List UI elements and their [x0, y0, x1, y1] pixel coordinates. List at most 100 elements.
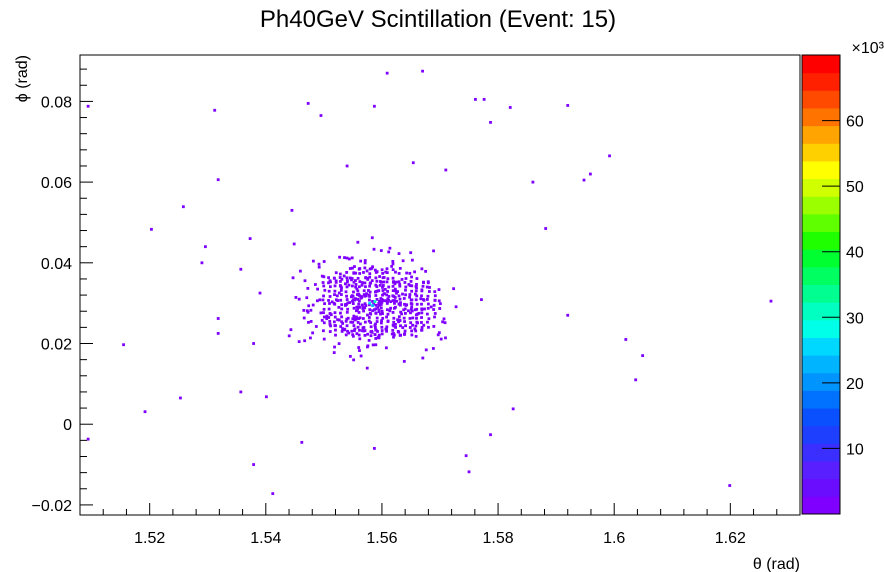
y-tick-label: 0 — [63, 417, 72, 434]
data-point — [346, 316, 350, 320]
data-point — [409, 321, 413, 325]
data-point — [374, 283, 378, 287]
data-point — [341, 322, 345, 325]
data-point — [407, 309, 410, 313]
data-point — [325, 317, 329, 321]
data-point — [351, 320, 355, 324]
data-point — [394, 326, 397, 329]
data-point — [361, 326, 365, 330]
data-point — [385, 308, 389, 312]
data-point — [383, 287, 387, 291]
data-point — [361, 317, 365, 320]
data-point — [426, 294, 430, 298]
data-point — [432, 308, 436, 311]
data-point — [403, 329, 407, 333]
data-point — [374, 343, 378, 347]
data-point — [375, 320, 379, 323]
data-point — [345, 256, 349, 260]
data-point — [366, 332, 370, 336]
data-point — [433, 294, 437, 298]
data-point — [323, 288, 327, 292]
data-point — [371, 300, 374, 303]
data-point — [364, 276, 368, 279]
data-point — [415, 277, 419, 280]
data-point — [437, 299, 441, 303]
data-point — [368, 272, 372, 276]
data-point — [401, 259, 405, 263]
data-point — [340, 329, 344, 333]
data-point — [351, 284, 354, 288]
data-point — [344, 290, 348, 294]
data-point — [322, 337, 326, 341]
data-point — [390, 332, 394, 336]
data-point — [394, 322, 397, 326]
data-point — [433, 290, 437, 294]
data-point — [317, 262, 321, 266]
data-point — [339, 288, 343, 292]
color-bar-band — [802, 355, 840, 374]
data-point — [346, 279, 349, 282]
data-point — [433, 312, 437, 315]
data-point — [337, 342, 341, 346]
data-point — [377, 303, 381, 307]
data-point — [386, 312, 390, 316]
data-point — [511, 407, 515, 411]
data-point — [422, 323, 426, 327]
data-point — [414, 334, 418, 338]
data-point — [417, 311, 421, 315]
data-point — [409, 307, 413, 311]
data-point — [305, 309, 309, 313]
data-point — [352, 314, 356, 318]
data-point — [489, 433, 492, 437]
data-point — [414, 329, 418, 333]
data-point — [335, 294, 339, 298]
data-point — [271, 492, 275, 496]
data-point — [405, 271, 409, 275]
data-point — [413, 270, 417, 274]
data-point — [356, 325, 360, 329]
data-point — [351, 302, 355, 305]
data-point — [360, 303, 364, 307]
data-point — [327, 307, 331, 311]
data-point — [358, 328, 361, 332]
data-point — [443, 321, 447, 325]
data-point — [363, 302, 367, 306]
data-point — [340, 315, 344, 319]
data-point — [421, 284, 425, 288]
data-point — [415, 316, 418, 320]
data-point — [381, 298, 385, 302]
data-point — [393, 301, 396, 305]
color-bar-band — [802, 143, 840, 162]
data-point — [339, 298, 343, 302]
color-bar: 10 20 30 40 50 60 — [801, 54, 864, 515]
data-point — [357, 333, 361, 337]
data-point — [311, 331, 315, 335]
x-tick-label: 1.52 — [134, 530, 165, 547]
data-point — [391, 276, 395, 280]
data-point — [441, 320, 445, 324]
data-point — [322, 307, 326, 311]
data-point — [357, 292, 361, 296]
data-point — [373, 268, 377, 272]
data-point — [363, 320, 367, 324]
data-point — [391, 289, 395, 293]
y-tick-label: −0.02 — [32, 498, 73, 515]
data-point — [351, 317, 355, 321]
color-bar-band — [802, 178, 840, 197]
data-point — [340, 307, 344, 311]
data-point — [375, 279, 379, 283]
data-point — [369, 325, 373, 329]
data-point — [380, 321, 383, 325]
data-point — [345, 271, 349, 274]
data-point — [352, 306, 356, 310]
data-point — [394, 270, 397, 274]
data-point — [378, 280, 382, 283]
data-point — [376, 330, 379, 333]
data-point — [397, 294, 401, 298]
data-point — [351, 334, 355, 338]
color-bar-band — [802, 390, 840, 409]
data-point — [369, 321, 373, 324]
data-point — [402, 297, 406, 300]
data-point — [239, 267, 243, 271]
data-point — [373, 300, 377, 303]
